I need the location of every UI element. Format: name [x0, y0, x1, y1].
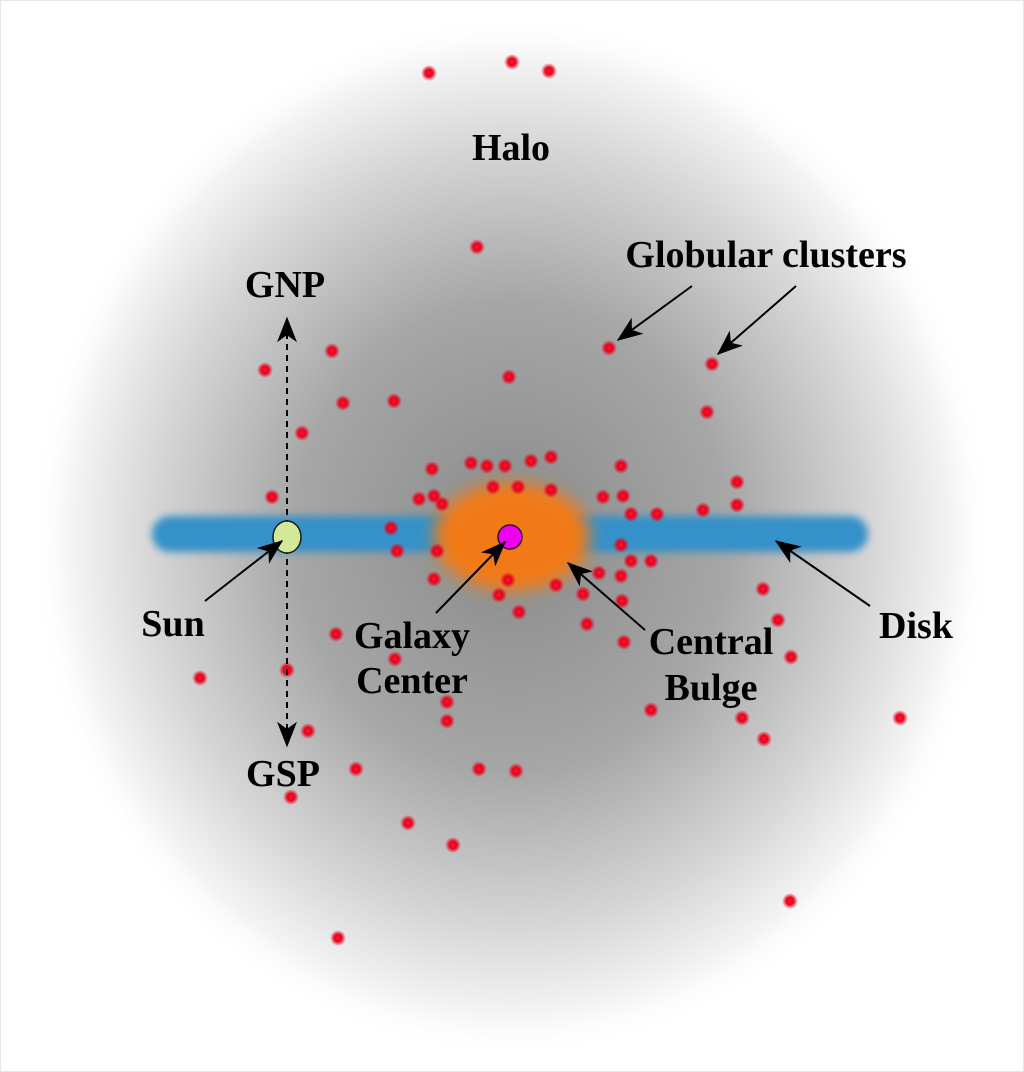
- globular-cluster-arrow-2: [716, 285, 797, 355]
- globular-cluster-dot: [485, 479, 501, 495]
- globular-cluster-dot: [504, 54, 520, 70]
- globular-cluster-dot: [257, 362, 273, 378]
- globular-cluster-dot: [510, 479, 526, 495]
- globular-cluster-dot: [623, 506, 639, 522]
- globular-cluster-dot: [421, 65, 437, 81]
- globular-cluster-dot: [782, 893, 798, 909]
- sun-label: Sun: [141, 603, 204, 645]
- globular-cluster-dot: [623, 553, 639, 569]
- globular-cluster-dot: [411, 491, 427, 507]
- halo-label: Halo: [472, 127, 550, 169]
- globular-cluster-dot: [501, 369, 517, 385]
- globular-cluster-dot: [729, 497, 745, 513]
- sun-arrow: [204, 540, 284, 602]
- sun-marker: [272, 520, 302, 554]
- globular-cluster-dot: [491, 587, 507, 603]
- globular-cluster-dot: [643, 553, 659, 569]
- globular-cluster-dot: [614, 593, 630, 609]
- globular-cluster-dot: [426, 571, 442, 587]
- globular-cluster-dot: [497, 458, 513, 474]
- globular-cluster-dot: [424, 461, 440, 477]
- central-bulge-label-line2: Bulge: [665, 667, 758, 709]
- globular-cluster-dot: [463, 455, 479, 471]
- globular-cluster-dot: [649, 506, 665, 522]
- globular-cluster-dot: [508, 763, 524, 779]
- globular-cluster-dot: [615, 488, 631, 504]
- globular-cluster-dot: [770, 612, 786, 628]
- globular-cluster-dot: [643, 702, 659, 718]
- globular-cluster-dot: [330, 930, 346, 946]
- galaxy-center-arrow: [435, 540, 506, 614]
- globular-cluster-dot: [595, 489, 611, 505]
- globular-cluster-dot: [783, 649, 799, 665]
- globular-cluster-dot: [471, 761, 487, 777]
- globular-cluster-dot: [579, 616, 595, 632]
- globular-cluster-dot: [734, 710, 750, 726]
- globular-cluster-dot: [613, 458, 629, 474]
- globular-cluster-dot: [541, 63, 557, 79]
- globular-cluster-dot: [264, 489, 280, 505]
- globular-cluster-dot: [434, 496, 450, 512]
- central-bulge-arrow: [566, 562, 646, 631]
- disk-arrow: [774, 540, 871, 607]
- globular-cluster-dot: [389, 543, 405, 559]
- disk-label: Disk: [879, 605, 954, 647]
- globular-cluster-dot: [591, 565, 607, 581]
- globular-cluster-dot: [479, 458, 495, 474]
- globular-cluster-dot: [383, 520, 399, 536]
- globular-cluster-dot: [729, 474, 745, 490]
- galaxy-center-label-line1: Galaxy: [354, 615, 470, 657]
- globular-cluster-dot: [511, 604, 527, 620]
- globular-cluster-dot: [613, 537, 629, 553]
- globular-cluster-dot: [283, 789, 299, 805]
- globular-cluster-dot: [445, 837, 461, 853]
- globular-cluster-dot: [613, 568, 629, 584]
- globular-cluster-dot: [348, 761, 364, 777]
- globular-cluster-dot: [335, 395, 351, 411]
- globular-cluster-dot: [523, 453, 539, 469]
- globular-cluster-dot: [400, 815, 416, 831]
- globular-cluster-dot: [704, 356, 720, 372]
- globular-cluster-dot: [328, 626, 344, 642]
- globular-cluster-dot: [469, 239, 485, 255]
- globular-cluster-dot: [294, 425, 310, 441]
- globular-cluster-dot: [543, 449, 559, 465]
- globular-cluster-dot: [429, 543, 445, 559]
- globular-cluster-arrow-1: [616, 285, 693, 341]
- globular-cluster-dot: [601, 340, 617, 356]
- gnp-label: GNP: [245, 264, 325, 306]
- globular-cluster-dot: [386, 393, 402, 409]
- globular-cluster-dot: [500, 572, 516, 588]
- globular-cluster-dot: [300, 723, 316, 739]
- globular-cluster-dot: [892, 710, 908, 726]
- globular-cluster-dot: [695, 502, 711, 518]
- gsp-label: GSP: [246, 753, 320, 795]
- globular-cluster-dot: [543, 482, 559, 498]
- globular-cluster-dot: [439, 713, 455, 729]
- globular-cluster-dot: [439, 694, 455, 710]
- globular-cluster-dot: [755, 581, 771, 597]
- globular-cluster-dot: [616, 634, 632, 650]
- globular-cluster-dot: [192, 670, 208, 686]
- globular-cluster-dot: [387, 651, 403, 667]
- globular-clusters-label: Globular clusters: [625, 234, 906, 276]
- central-bulge-label-line1: Central: [649, 621, 774, 663]
- globular-cluster-dot: [699, 404, 715, 420]
- globular-cluster-dot: [324, 343, 340, 359]
- globular-clusters-group: [192, 54, 908, 946]
- globular-cluster-dot: [575, 586, 591, 602]
- globular-cluster-dot: [548, 577, 564, 593]
- globular-cluster-dot: [756, 731, 772, 747]
- galaxy-center-label-line2: Center: [356, 660, 468, 702]
